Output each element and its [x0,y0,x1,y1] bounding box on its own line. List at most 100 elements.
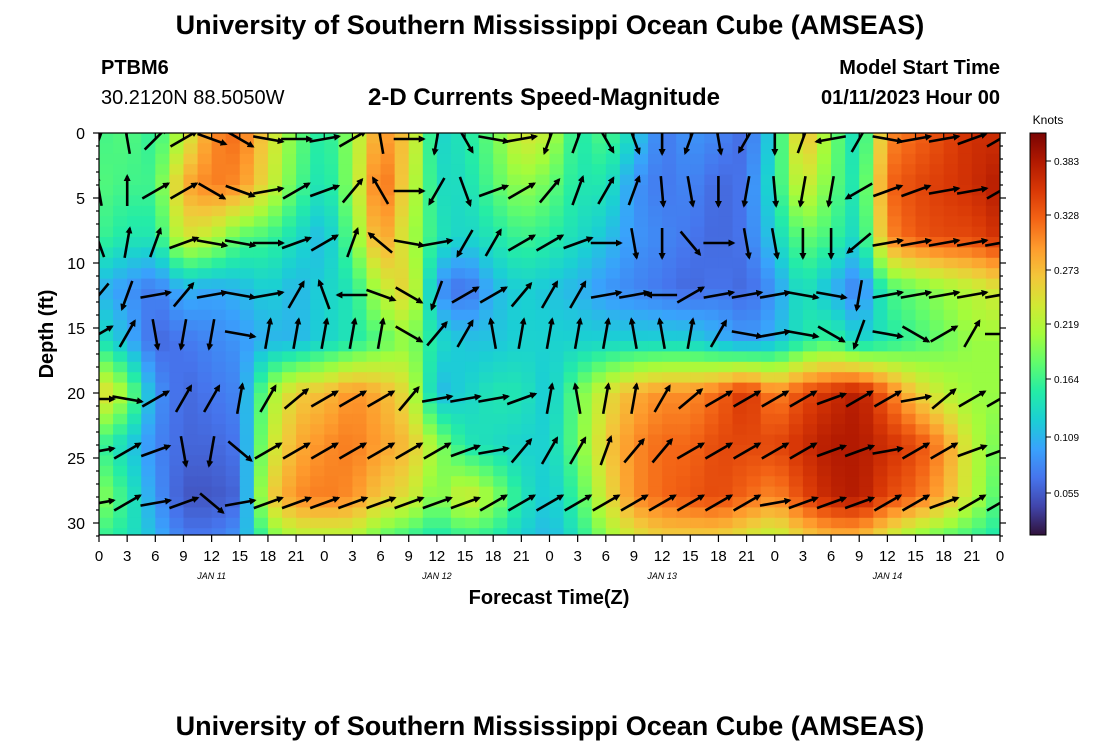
heatmap-cell [929,143,945,155]
heatmap-cell [619,413,635,425]
heatmap-cell [549,268,565,280]
heatmap-cell [816,486,832,498]
current-vector-arrow [957,444,988,458]
heatmap-cell [591,486,607,498]
heatmap-cell [380,237,396,248]
heatmap-cell [929,133,945,144]
heatmap-cell [253,299,269,311]
heatmap-cell [239,185,255,196]
current-vector-arrow [259,384,277,413]
current-vector-arrow [627,175,641,206]
heatmap-cell [760,507,776,519]
heatmap-cell [985,465,1000,477]
heatmap-cell [267,465,283,477]
heatmap-cell [197,320,213,332]
heatmap-cell [324,434,339,446]
heatmap-cell [141,507,156,519]
heatmap-cell [450,403,466,415]
heatmap-cell [662,507,677,519]
heatmap-cell [845,309,860,321]
plot-title: 2-D Currents Speed-Magnitude [368,84,721,111]
heatmap-cell [619,517,635,529]
heatmap-cell [619,133,635,144]
current-vector-arrow [224,291,257,301]
heatmap-cell [971,257,987,269]
heatmap-cell [929,195,945,207]
heatmap-cell [422,528,438,535]
heatmap-cell [225,185,241,196]
heatmap-cell [380,195,396,207]
heatmap-cell [408,497,424,508]
heatmap-cell [873,330,888,342]
heatmap-cell [802,164,818,176]
heatmap-cell [352,382,368,394]
heatmap-cell [943,382,959,394]
heatmap-cell [324,289,339,300]
heatmap-cell [296,330,311,342]
heatmap-cell [422,237,438,248]
current-vector-arrow [872,184,904,198]
heatmap-cell [465,455,480,467]
heatmap-cell [873,174,888,186]
heatmap-cell [760,133,776,144]
current-vector-arrow [141,390,171,408]
heatmap-cell [957,382,973,394]
heatmap-cell [183,372,199,384]
heatmap-cell [690,205,705,217]
current-vector-arrow [930,325,959,343]
current-vector-arrow [564,494,593,512]
heatmap-cell [788,476,804,488]
heatmap-cell [746,216,762,228]
heatmap-cell [816,361,832,373]
heatmap-cell [493,403,508,415]
heatmap-cell [690,185,705,196]
heatmap-cell [816,424,832,436]
heatmap-cell [324,226,339,238]
heatmap-cell [845,372,860,384]
current-vector-arrow [252,289,285,299]
heatmap-cell [816,164,832,176]
heatmap-cell [394,299,410,311]
heatmap-cell [324,351,339,363]
heatmap-cell [676,268,691,280]
heatmap-cell [267,476,283,488]
heatmap-cell [394,351,410,363]
heatmap-cell [563,247,579,259]
heatmap-cell [591,247,607,259]
heatmap-cell [943,372,959,384]
current-vector-arrow [984,241,1000,247]
heatmap-cell [774,434,790,446]
y-tick-label: 10 [67,256,85,273]
heatmap-cell [802,299,818,311]
heatmap-cell [394,226,410,238]
heatmap-cell [619,174,635,186]
heatmap-cell [225,174,241,186]
heatmap-cell [225,413,241,425]
heatmap-cell [563,164,579,176]
heatmap-cell [760,299,776,311]
heatmap-cell [310,372,325,384]
heatmap-cell [450,528,466,535]
heatmap-cell [746,486,762,498]
heatmap-cell [929,351,945,363]
heatmap-cell [915,153,931,165]
heatmap-cell [676,185,691,196]
heatmap-cell [380,278,396,290]
heatmap-cell [774,268,790,280]
heatmap-cell [450,465,466,477]
heatmap-cell [718,351,734,363]
heatmap-cell [436,382,452,394]
current-vector-arrow [816,496,848,510]
heatmap-cell [310,278,325,290]
heatmap-cell [859,257,874,269]
heatmap-cell [394,476,410,488]
heatmap-cell [310,309,325,321]
heatmap-cell [816,445,832,456]
heatmap-cell [493,237,508,248]
heatmap-cell [845,185,860,196]
heatmap-cell [929,216,945,228]
heatmap-cell [239,174,255,186]
heatmap-cell [985,476,1000,488]
heatmap-cell [929,247,945,259]
heatmap-cell [282,507,297,519]
